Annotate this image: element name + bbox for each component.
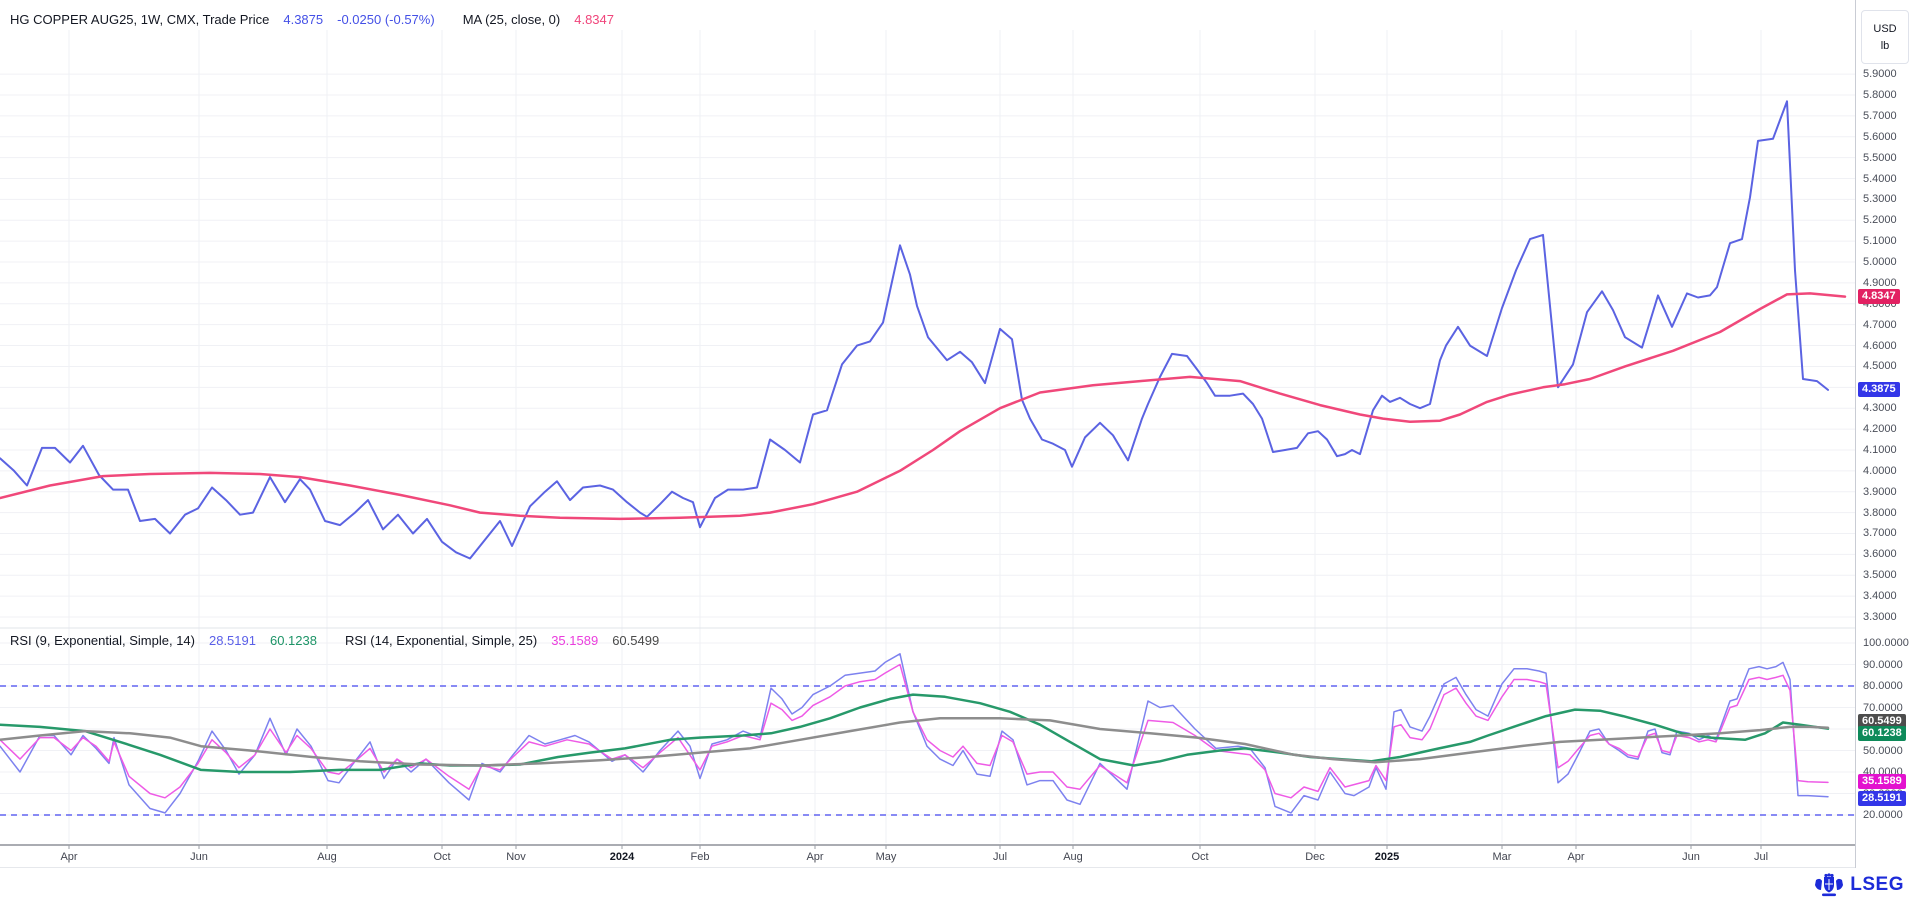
price-tick-label: 4.3000	[1863, 402, 1897, 415]
rsi14-indicator-label[interactable]: RSI (14, Exponential, Simple, 25)	[344, 633, 538, 648]
time-label-month: Nov	[506, 851, 526, 863]
time-label-month: Feb	[690, 851, 710, 863]
price-tick-label: 5.4000	[1863, 172, 1897, 185]
price-axis[interactable]: USD lb 5.9000 5.8000 5.7000 5.6000 5.5000 5.4…	[1855, 0, 1916, 868]
rsi-value-badge: 60.5499	[1858, 713, 1906, 729]
rsi-tick-label: 100.0000	[1863, 637, 1909, 649]
rsi-value-badge: 28.5191	[1858, 790, 1906, 806]
unit-box: USD lb	[1861, 10, 1909, 64]
rsi-tick-label: 80.0000	[1863, 680, 1903, 692]
time-label-year: 2024	[609, 851, 635, 863]
price-tick-label: 4.7000	[1863, 318, 1897, 331]
price-tick-label: 5.8000	[1863, 89, 1897, 101]
time-label-month: May	[875, 851, 897, 863]
price-tick-label: 3.9000	[1863, 485, 1897, 498]
price-tick-label: 4.5000	[1863, 360, 1897, 373]
ma-value: 4.8347	[574, 12, 614, 27]
ma-value-badge: 4.8347	[1858, 288, 1900, 304]
lseg-logo: LSEG	[1814, 873, 1904, 897]
price-tick-label: 4.1000	[1863, 443, 1897, 456]
time-axis[interactable]: Apr Jun Aug Oct Nov 2024 Feb Apr May Jul Aug Oct Dec…	[0, 845, 1855, 870]
main-legend[interactable]: HG COPPER AUG25, 1W, CMX, Trade Price 4.…	[10, 12, 614, 27]
instrument-title[interactable]: HG COPPER AUG25, 1W, CMX, Trade Price	[10, 12, 270, 27]
lseg-logo-text: LSEG	[1850, 874, 1904, 895]
time-label-month: Jul	[992, 851, 1008, 863]
rsi9-value: 28.5191	[208, 633, 256, 648]
rsi-legend[interactable]: RSI (9, Exponential, Simple, 14) 28.5191…	[10, 633, 659, 648]
rsi14-slow-line	[0, 717, 1830, 767]
ma-indicator-label[interactable]: MA (25, close, 0)	[462, 12, 561, 27]
unit-measure: lb	[1880, 39, 1890, 52]
price-tick-label: 5.6000	[1863, 130, 1897, 143]
price-tick-label: 5.7000	[1863, 109, 1897, 122]
time-label-year: 2025	[1374, 851, 1400, 863]
price-change-value: -0.0250 (-0.57%)	[337, 12, 435, 27]
time-label-month: Dec	[1305, 851, 1325, 863]
rsi-tick-label: 50.0000	[1863, 744, 1903, 757]
price-tick-label: 3.6000	[1863, 548, 1897, 561]
ma25-line	[0, 292, 1847, 521]
last-price-badge: 4.3875	[1858, 381, 1900, 397]
time-label-month: Jun	[1682, 851, 1700, 863]
price-tick-label: 5.5000	[1863, 151, 1897, 164]
price-tick-label: 5.9000	[1863, 68, 1897, 81]
rsi14-line	[0, 663, 1829, 799]
time-label-month: Apr	[60, 851, 78, 863]
rsi14-value: 35.1589	[551, 633, 599, 648]
unit-currency: USD	[1873, 22, 1897, 35]
price-tick-label: 3.3000	[1863, 611, 1897, 623]
price-tick-label: 5.3000	[1863, 193, 1897, 206]
time-label-month: Apr	[806, 851, 824, 863]
price-tick-label: 5.2000	[1863, 214, 1897, 227]
price-tick-label: 5.1000	[1863, 235, 1897, 248]
trade-price-line	[0, 100, 1829, 560]
price-tick-label: 3.4000	[1863, 590, 1897, 603]
time-label-month: Aug	[317, 851, 337, 863]
time-label-month: Apr	[1567, 851, 1585, 863]
rsi-value-badge: 35.1589	[1858, 774, 1906, 790]
rsi-value-badge: 60.1238	[1858, 725, 1906, 741]
price-tick-label: 3.5000	[1863, 569, 1897, 582]
time-label-month: Jun	[190, 851, 208, 863]
price-tick-label: 5.0000	[1863, 256, 1897, 269]
last-price-value: 4.3875	[283, 12, 324, 27]
price-tick-label: 4.9000	[1863, 276, 1897, 289]
rsi9-indicator-label[interactable]: RSI (9, Exponential, Simple, 14)	[10, 633, 195, 648]
time-label-month: Mar	[1492, 851, 1512, 863]
rsi-tick-label: 20.0000	[1863, 809, 1903, 821]
lseg-crest-icon	[1815, 873, 1844, 897]
rsi-tick-label: 70.0000	[1863, 701, 1903, 714]
time-label-month: Oct	[1191, 851, 1209, 863]
time-label-month: Jul	[1753, 851, 1769, 863]
rsi14-slow-value: 60.5499	[612, 633, 660, 648]
time-label-month: Aug	[1063, 851, 1083, 863]
price-tick-label: 4.6000	[1863, 339, 1897, 352]
price-tick-label: 3.7000	[1863, 527, 1897, 540]
price-tick-label: 4.0000	[1863, 464, 1897, 477]
time-label-month: Oct	[433, 851, 451, 863]
rsi9-slow-value: 60.1238	[269, 633, 317, 648]
chart-canvas[interactable]	[0, 0, 1855, 868]
rsi-tick-label: 90.0000	[1863, 658, 1903, 671]
price-tick-label: 3.8000	[1863, 506, 1897, 519]
price-tick-label: 4.2000	[1863, 423, 1897, 436]
